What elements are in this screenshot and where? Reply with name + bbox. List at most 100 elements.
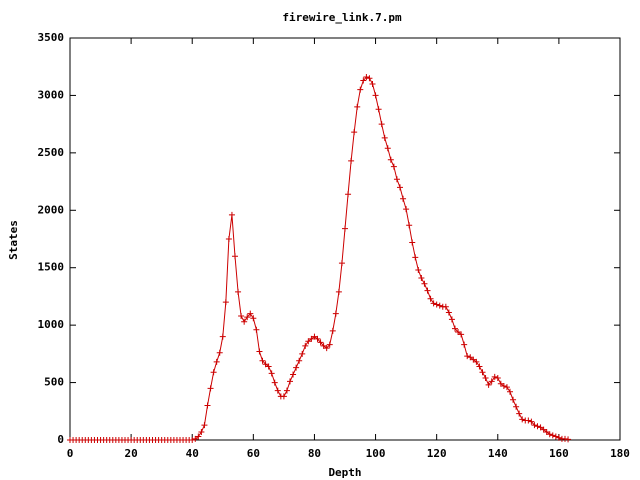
point-marker bbox=[479, 369, 486, 376]
point-marker bbox=[497, 380, 504, 387]
point-marker bbox=[528, 418, 535, 425]
point-marker bbox=[482, 374, 489, 381]
point-marker bbox=[271, 379, 278, 386]
y-tick-label: 3000 bbox=[38, 88, 65, 101]
point-marker bbox=[421, 280, 428, 287]
y-tick-label: 500 bbox=[44, 376, 64, 389]
x-tick-label: 40 bbox=[186, 447, 199, 460]
point-marker bbox=[516, 410, 523, 417]
point-marker bbox=[546, 431, 553, 438]
point-marker bbox=[354, 103, 361, 110]
point-marker bbox=[238, 312, 245, 319]
point-marker bbox=[366, 75, 373, 82]
point-marker bbox=[491, 373, 498, 380]
point-marker bbox=[372, 92, 379, 99]
point-marker bbox=[265, 363, 272, 370]
point-marker bbox=[326, 341, 333, 348]
y-tick-label: 1500 bbox=[38, 261, 65, 274]
point-marker bbox=[555, 434, 562, 441]
point-marker bbox=[189, 437, 196, 443]
point-marker bbox=[500, 383, 507, 390]
point-marker bbox=[485, 381, 492, 388]
point-marker bbox=[311, 333, 318, 340]
point-marker bbox=[455, 329, 462, 336]
point-marker bbox=[403, 206, 410, 213]
point-marker bbox=[250, 315, 257, 322]
point-marker bbox=[381, 134, 388, 141]
point-marker bbox=[393, 176, 400, 183]
point-marker bbox=[198, 428, 205, 435]
point-marker bbox=[448, 316, 455, 323]
point-marker bbox=[213, 358, 220, 365]
x-tick-label: 20 bbox=[124, 447, 137, 460]
point-marker bbox=[445, 309, 452, 316]
point-marker bbox=[335, 288, 342, 295]
point-marker bbox=[192, 435, 199, 442]
point-marker bbox=[387, 156, 394, 163]
point-marker bbox=[415, 267, 422, 274]
point-marker bbox=[390, 163, 397, 170]
point-marker bbox=[549, 432, 556, 439]
point-marker bbox=[259, 357, 266, 364]
point-marker bbox=[302, 342, 309, 349]
point-marker bbox=[494, 374, 501, 381]
point-marker bbox=[436, 302, 443, 309]
point-marker bbox=[461, 341, 468, 348]
x-tick-label: 0 bbox=[67, 447, 74, 460]
point-marker bbox=[228, 211, 235, 218]
point-marker bbox=[470, 356, 477, 363]
x-tick-label: 160 bbox=[549, 447, 569, 460]
point-marker bbox=[519, 416, 526, 423]
point-marker bbox=[534, 423, 541, 430]
point-marker bbox=[430, 300, 437, 307]
point-marker bbox=[552, 433, 559, 440]
point-marker bbox=[510, 396, 517, 403]
point-marker bbox=[348, 157, 355, 164]
y-tick-label: 1000 bbox=[38, 318, 65, 331]
point-marker bbox=[222, 299, 229, 306]
point-marker bbox=[525, 417, 532, 424]
point-marker bbox=[565, 436, 572, 443]
point-marker bbox=[543, 428, 550, 435]
point-marker bbox=[317, 339, 324, 346]
point-marker bbox=[299, 350, 306, 357]
point-marker bbox=[329, 327, 336, 334]
x-axis-label: Depth bbox=[328, 466, 361, 479]
point-marker bbox=[210, 369, 217, 376]
series-line bbox=[70, 76, 569, 441]
point-marker bbox=[207, 385, 214, 392]
point-marker bbox=[458, 331, 465, 338]
point-marker bbox=[467, 354, 474, 361]
point-marker bbox=[283, 387, 290, 394]
point-marker bbox=[195, 433, 202, 440]
point-marker bbox=[507, 388, 513, 395]
point-marker bbox=[345, 191, 352, 198]
point-marker bbox=[409, 239, 416, 246]
point-marker bbox=[384, 145, 391, 152]
point-marker bbox=[290, 371, 297, 378]
point-marker bbox=[338, 260, 345, 267]
point-marker bbox=[378, 121, 385, 128]
point-marker bbox=[562, 435, 568, 442]
chart-title: firewire_link.7.pm bbox=[282, 11, 402, 24]
point-marker bbox=[332, 310, 339, 317]
y-tick-label: 0 bbox=[57, 433, 64, 446]
point-marker bbox=[308, 335, 315, 342]
y-tick-label: 2500 bbox=[38, 146, 65, 159]
point-marker bbox=[418, 275, 425, 282]
point-marker bbox=[464, 353, 471, 360]
point-marker bbox=[357, 86, 364, 93]
point-marker bbox=[540, 426, 547, 433]
point-marker bbox=[400, 195, 407, 202]
point-marker bbox=[314, 335, 321, 342]
y-tick-label: 3500 bbox=[38, 31, 65, 44]
point-marker bbox=[293, 364, 300, 371]
point-marker bbox=[241, 318, 248, 325]
point-marker bbox=[473, 358, 480, 365]
point-marker bbox=[274, 387, 281, 394]
x-tick-label: 60 bbox=[247, 447, 260, 460]
point-marker bbox=[232, 253, 238, 260]
point-marker bbox=[287, 378, 293, 385]
point-marker bbox=[369, 80, 376, 87]
